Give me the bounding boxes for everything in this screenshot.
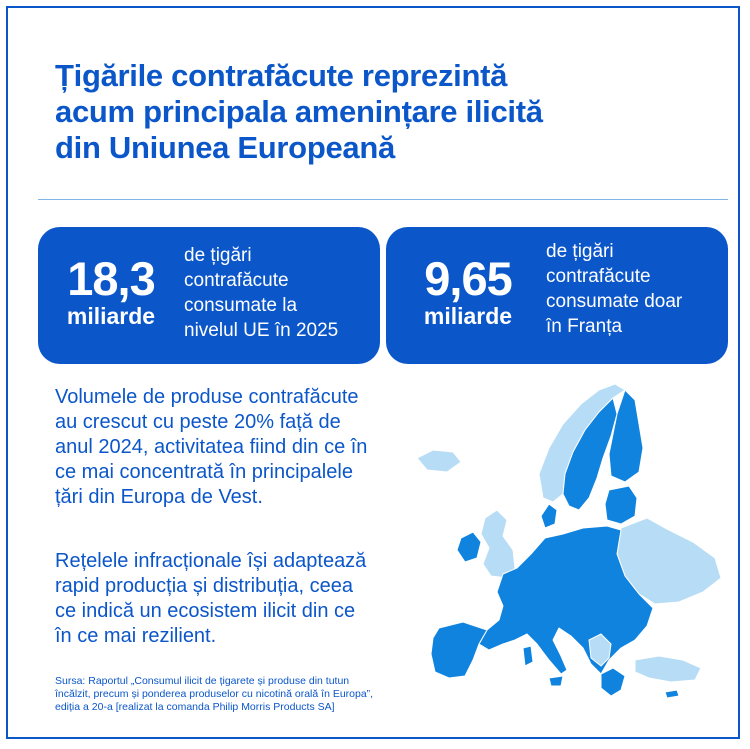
paragraph-line: au crescut cu peste 20% față de <box>55 411 341 433</box>
paragraph-line: Volumele de produse contrafăcute <box>55 386 359 408</box>
paragraph-line: ce mai concentrată în principalele <box>55 461 353 483</box>
map-region-sicily <box>548 675 564 687</box>
title-line: Țigările contrafăcute reprezintă <box>55 58 508 93</box>
infographic-frame: Țigările contrafăcute reprezintă acum pr… <box>6 6 740 739</box>
map-region-balkans <box>588 633 612 667</box>
stat-description: de țigări contrafăcute consumate doar în… <box>546 239 724 339</box>
stat-unit: miliarde <box>423 303 513 329</box>
map-region-iceland <box>416 449 462 473</box>
paragraph-line: în ce mai rezilient. <box>55 625 217 647</box>
paragraph-line: Rețelele infracționale își adaptează <box>55 550 367 572</box>
map-region-sardinia <box>522 645 534 667</box>
stat-description-line: contrafăcute <box>184 270 289 291</box>
stat-card-france: 9,65 miliarde de țigări contrafăcute con… <box>386 227 728 364</box>
paragraph-line: ce indică un ecosistem ilicit din ce <box>55 600 356 622</box>
source-line: ediția a 20-a [realizat la comanda Phili… <box>55 701 335 713</box>
title-line: acum principala amenințare ilicită <box>55 94 543 129</box>
body-paragraph-volumes: Volumele de produse contrafăcute au cres… <box>55 385 415 510</box>
map-region-continental-eu <box>478 525 654 675</box>
stat-description: de țigări contrafăcute consumate la nive… <box>184 243 374 343</box>
map-region-cyprus <box>664 689 680 699</box>
source-note: Sursa: Raportul „Consumul ilicit de țiga… <box>55 675 425 714</box>
paragraph-line: anul 2024, activitatea fiind din ce în <box>55 436 368 458</box>
stat-card-eu: 18,3 miliarde de țigări contrafăcute con… <box>38 227 380 364</box>
source-line: încălzit, precum și ponderea produselor … <box>55 688 374 700</box>
stat-description-line: contrafăcute <box>546 266 651 287</box>
divider <box>38 199 728 200</box>
paragraph-line: rapid producția și distribuția, ceea <box>55 575 353 597</box>
map-region-sweden <box>562 397 618 511</box>
map-region-greece <box>600 667 626 697</box>
stat-figure: 9,65 miliarde <box>404 252 532 330</box>
stat-unit: miliarde <box>66 303 156 329</box>
map-region-ireland <box>456 531 482 563</box>
map-region-baltics <box>604 485 638 525</box>
page-title: Țigările contrafăcute reprezintă acum pr… <box>55 58 715 166</box>
map-region-turkey <box>634 655 702 683</box>
stat-figure: 18,3 miliarde <box>52 252 170 330</box>
stat-description-line: de țigări <box>184 245 252 266</box>
stat-description-line: de țigări <box>546 241 614 262</box>
map-region-uk <box>480 509 516 579</box>
stat-number: 9,65 <box>424 252 512 305</box>
source-line: Sursa: Raportul „Consumul ilicit de țiga… <box>55 675 350 687</box>
stat-description-line: nivelul UE în 2025 <box>184 320 339 341</box>
stat-description-line: consumate doar <box>546 291 683 312</box>
stat-description-line: consumate la <box>184 295 298 316</box>
body-paragraph-networks: Rețelele infracționale își adaptează rap… <box>55 549 415 649</box>
stat-number: 18,3 <box>67 252 155 305</box>
stat-description-line: în Franța <box>546 316 623 337</box>
europe-map-icon <box>416 383 722 699</box>
title-line: din Uniunea Europeană <box>55 130 395 165</box>
paragraph-line: țări din Europa de Vest. <box>55 486 263 508</box>
map-region-finland <box>608 389 644 483</box>
map-region-denmark <box>540 503 558 529</box>
map-region-iberia <box>430 621 488 679</box>
